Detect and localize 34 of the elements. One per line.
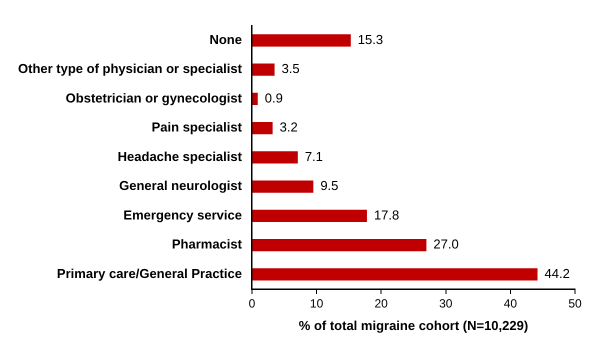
data-label: 15.3 — [358, 32, 384, 47]
bar — [252, 122, 273, 134]
y-tick-label: General neurologist — [119, 178, 243, 194]
y-tick-label: Pharmacist — [172, 236, 243, 252]
bar — [252, 64, 275, 76]
y-tick-label: Other type of physician or specialist — [18, 61, 243, 76]
data-label: 3.2 — [280, 120, 298, 135]
x-tick-label: 50 — [568, 296, 582, 311]
bar — [252, 268, 538, 281]
x-tick-label: 20 — [374, 296, 388, 311]
x-tick-label: 0 — [248, 296, 256, 311]
x-tick-label: 10 — [310, 296, 324, 311]
bar — [252, 92, 258, 106]
y-tick-label: Primary care/General Practice — [56, 266, 242, 281]
y-tick-label: Obstetrician or gynecologist — [66, 90, 243, 106]
bar — [252, 238, 426, 252]
bar — [252, 210, 367, 222]
bar — [252, 34, 351, 47]
data-label: 17.8 — [374, 207, 400, 222]
data-label: 7.1 — [304, 148, 323, 164]
y-tick-label: Emergency service — [123, 207, 242, 222]
data-label: 0.9 — [264, 90, 283, 106]
bar — [252, 151, 298, 164]
bar — [252, 180, 314, 193]
data-label: 27.0 — [433, 236, 459, 252]
x-axis-title: % of total migraine cohort (N=10,229) — [298, 318, 528, 333]
data-label: 3.5 — [282, 61, 300, 76]
y-tick-label: Pain specialist — [152, 120, 243, 135]
x-tick-label: 30 — [439, 296, 453, 311]
data-label: 44.2 — [544, 266, 570, 281]
x-tick-label: 40 — [504, 296, 518, 311]
y-tick-label: Headache specialist — [118, 148, 243, 164]
y-tick-label: None — [209, 32, 242, 47]
data-label: 9.5 — [320, 178, 338, 194]
